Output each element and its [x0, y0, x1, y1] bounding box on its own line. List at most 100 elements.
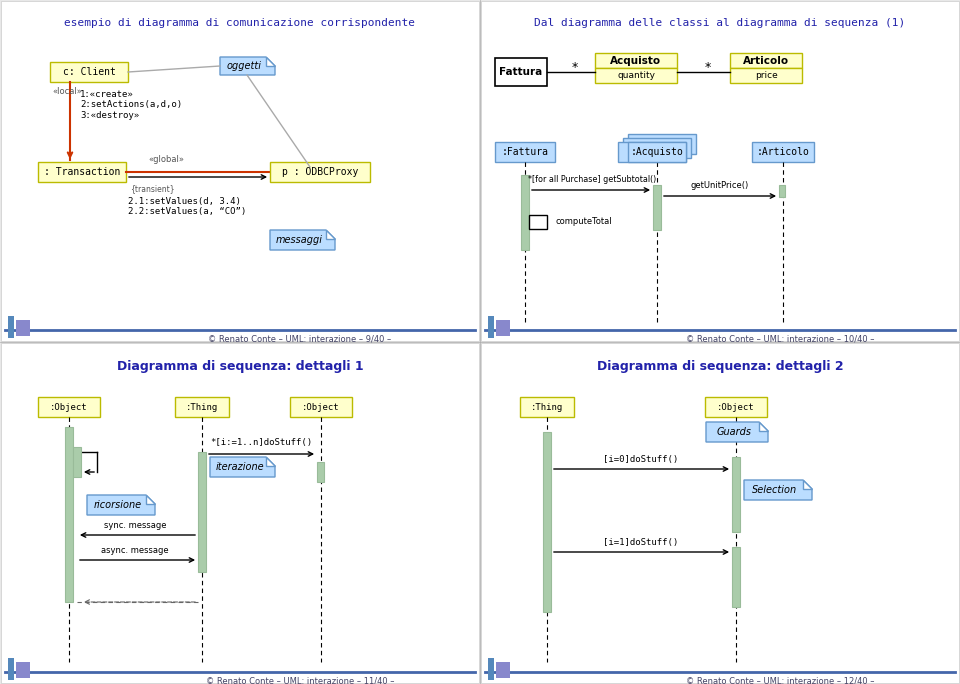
Text: {transient}: {transient} — [130, 184, 175, 193]
Text: quantity: quantity — [617, 72, 655, 81]
Text: © Renato Conte – UML: interazione – 9/40 –: © Renato Conte – UML: interazione – 9/40… — [208, 334, 392, 343]
Text: oggetti: oggetti — [227, 61, 262, 71]
Text: price: price — [755, 72, 778, 81]
Text: :Acquisto: :Acquisto — [631, 147, 684, 157]
Bar — [495, 142, 555, 162]
Bar — [730, 68, 802, 83]
Bar — [705, 397, 767, 417]
Bar — [520, 397, 574, 417]
Polygon shape — [266, 57, 275, 66]
Text: async. message: async. message — [101, 546, 169, 555]
Bar — [628, 142, 686, 162]
Polygon shape — [146, 495, 155, 504]
Polygon shape — [744, 480, 812, 500]
Text: Diagramma di sequenza: dettagli 2: Diagramma di sequenza: dettagli 2 — [597, 360, 843, 373]
Bar — [618, 142, 686, 162]
Text: messaggi: messaggi — [276, 235, 323, 245]
Text: Selection: Selection — [753, 485, 798, 495]
Bar — [1, 343, 479, 683]
Bar — [730, 53, 802, 68]
Bar — [488, 316, 494, 338]
Bar — [732, 547, 740, 607]
Text: :Fattura: :Fattura — [501, 147, 548, 157]
Bar — [65, 427, 73, 602]
Text: 2.1:setValues(d, 3.4)
2.2:setValues(a, “CO”): 2.1:setValues(d, 3.4) 2.2:setValues(a, “… — [128, 197, 247, 216]
Bar — [628, 134, 696, 154]
Text: p : ODBCProxy: p : ODBCProxy — [282, 167, 358, 177]
Text: [i=0]doStuff(): [i=0]doStuff() — [604, 455, 679, 464]
Text: [i=1]doStuff(): [i=1]doStuff() — [604, 538, 679, 547]
Text: esempio di diagramma di comunicazione corrispondente: esempio di diagramma di comunicazione co… — [64, 18, 416, 28]
Bar — [1, 1, 479, 341]
Bar — [481, 343, 959, 683]
Bar — [623, 138, 691, 158]
Polygon shape — [210, 457, 275, 477]
Polygon shape — [87, 495, 155, 515]
Bar — [16, 662, 30, 678]
Text: c: Client: c: Client — [62, 67, 115, 77]
Bar — [198, 452, 206, 572]
Text: «global»: «global» — [148, 155, 184, 164]
Bar — [8, 316, 14, 338]
Polygon shape — [270, 230, 335, 250]
Text: *: * — [705, 62, 711, 75]
Bar — [779, 185, 785, 197]
Text: 1:«create»
2:setActions(a,d,o)
3:«destroy»: 1:«create» 2:setActions(a,d,o) 3:«destro… — [80, 90, 182, 120]
Bar — [529, 215, 547, 229]
Text: :Object: :Object — [50, 402, 87, 412]
Text: :Thing: :Thing — [186, 402, 218, 412]
Bar — [521, 175, 529, 250]
Text: Fattura: Fattura — [499, 67, 542, 77]
Bar — [38, 397, 100, 417]
Text: © Renato Conte – UML: interazione – 10/40 –: © Renato Conte – UML: interazione – 10/4… — [685, 334, 875, 343]
Bar — [543, 432, 551, 612]
Text: sync. message: sync. message — [104, 521, 166, 530]
Polygon shape — [759, 422, 768, 431]
Polygon shape — [326, 230, 335, 239]
Polygon shape — [803, 480, 812, 489]
Text: © Renato Conte – UML: interazione – 11/40 –: © Renato Conte – UML: interazione – 11/4… — [205, 676, 395, 684]
Bar — [752, 142, 814, 162]
Text: :Object: :Object — [302, 402, 340, 412]
Bar — [16, 320, 30, 336]
Bar — [38, 162, 126, 182]
Bar — [317, 462, 324, 482]
Bar — [495, 58, 547, 86]
Text: Guards: Guards — [716, 427, 752, 437]
Text: *[for all Purchase] getSubtotal(): *[for all Purchase] getSubtotal() — [528, 175, 656, 184]
Bar — [488, 658, 494, 680]
Polygon shape — [220, 57, 275, 75]
Bar — [653, 185, 661, 230]
Text: Articolo: Articolo — [743, 56, 789, 66]
Bar — [481, 1, 959, 341]
Bar — [732, 457, 740, 532]
Text: *[i:=1..n]doStuff(): *[i:=1..n]doStuff() — [210, 438, 312, 447]
Text: «local»: «local» — [52, 87, 82, 96]
Bar — [496, 320, 510, 336]
Bar — [175, 397, 229, 417]
Bar — [496, 662, 510, 678]
Bar — [595, 68, 677, 83]
Polygon shape — [706, 422, 768, 442]
Text: © Renato Conte – UML: interazione – 12/40 –: © Renato Conte – UML: interazione – 12/4… — [685, 676, 875, 684]
Text: *: * — [572, 62, 578, 75]
Text: :Object: :Object — [717, 402, 755, 412]
Text: Dal diagramma delle classi al diagramma di sequenza (1): Dal diagramma delle classi al diagramma … — [535, 18, 905, 28]
Bar — [8, 658, 14, 680]
Bar — [270, 162, 370, 182]
Bar — [73, 447, 81, 477]
Text: getUnitPrice(): getUnitPrice() — [691, 181, 749, 190]
Text: Diagramma di sequenza: dettagli 1: Diagramma di sequenza: dettagli 1 — [117, 360, 363, 373]
Text: ricorsione: ricorsione — [94, 500, 142, 510]
Bar — [290, 397, 352, 417]
Text: :Thing: :Thing — [531, 402, 564, 412]
Text: computeTotal: computeTotal — [555, 218, 612, 226]
Text: :Articolo: :Articolo — [756, 147, 809, 157]
Polygon shape — [266, 457, 275, 466]
Bar — [50, 62, 128, 82]
Text: Acquisto: Acquisto — [611, 56, 661, 66]
Bar — [595, 53, 677, 68]
Text: iterazione: iterazione — [215, 462, 264, 472]
Text: : Transaction: : Transaction — [44, 167, 120, 177]
